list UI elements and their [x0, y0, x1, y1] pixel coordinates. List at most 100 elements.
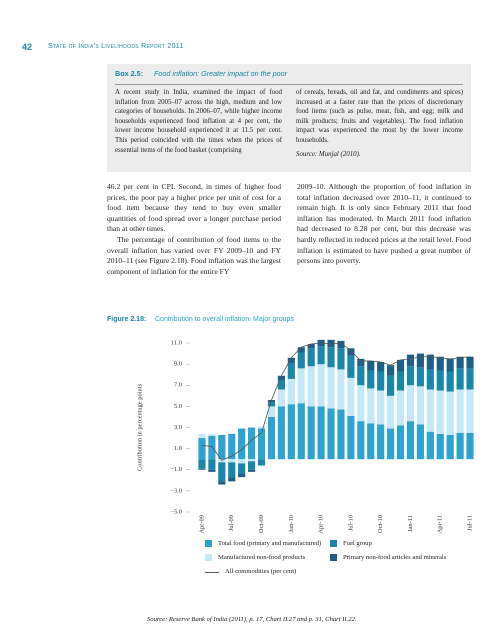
y-tick-label: 9.0 [174, 361, 182, 368]
bar-segment [466, 368, 474, 390]
paragraph: 46.2 per cent in CPI. Second, in times o… [107, 182, 281, 234]
bar-segment [436, 356, 444, 371]
bar-segment [307, 366, 315, 407]
bar-segment [406, 354, 415, 367]
bar-segment [387, 375, 395, 396]
bar-segment [218, 481, 226, 485]
bar-segment [426, 369, 434, 390]
bar-segment [307, 406, 315, 460]
bar-segment [337, 340, 345, 349]
bar-segment [387, 365, 395, 376]
paragraph: The percentage of contribution of food i… [107, 234, 281, 276]
bar-segment [377, 390, 385, 425]
bar-segment [248, 469, 256, 472]
bar-segment [287, 357, 295, 364]
bar-segment [337, 348, 345, 370]
box-rule [115, 84, 463, 85]
y-tick-label: 3.0 [174, 424, 182, 431]
bar-segment [208, 459, 216, 470]
y-tick-label: 7.0 [174, 382, 182, 389]
bar-segment [327, 347, 335, 368]
bar-segment [297, 368, 305, 404]
legend-label: Total food (primary and manufactured) [218, 540, 322, 547]
legend-item: Total food (primary and manufactured) [205, 540, 325, 548]
x-tick-label: Jan-11 [407, 515, 414, 532]
legend-swatch [330, 540, 337, 547]
bar-segment [446, 434, 454, 460]
bar-segment [208, 469, 216, 472]
bar-segment [436, 390, 444, 434]
bar-segment [357, 421, 365, 460]
bar-segment [198, 468, 206, 470]
bar-segment [208, 433, 216, 436]
legend-item: All commodities (per cent) [205, 568, 325, 576]
bar-segment [367, 388, 375, 424]
left-column: 46.2 per cent in CPI. Second, in times o… [107, 182, 281, 277]
bar-segment [426, 431, 434, 460]
bar-segment [327, 408, 335, 460]
box: Box 2.5: Food inflation: Greater impact … [107, 64, 471, 172]
bar-segment [357, 366, 365, 386]
bar-segment [218, 459, 226, 463]
bar-segment [347, 348, 355, 356]
bar-segment [337, 409, 345, 460]
figure-source: Source: Reserve Bank of India (2011), p.… [147, 616, 357, 623]
y-tick-label: −3.0 [170, 487, 182, 494]
x-tick-label: Jul-11 [467, 515, 474, 531]
bar-segment [347, 377, 355, 416]
x-tick-label: Jan-10 [288, 515, 295, 532]
bar-segment [387, 395, 395, 429]
bar-segment [198, 438, 206, 460]
bar-segment [377, 424, 385, 460]
bar-segment [436, 433, 444, 460]
bar-segment [337, 369, 345, 410]
legend-label: Manufactured non-food products [218, 554, 306, 561]
bar-segment [347, 355, 355, 378]
bar-segment [228, 459, 236, 463]
bar-segment [456, 368, 464, 390]
legend-item: Manufactured non-food products [205, 554, 325, 562]
bar-segment [367, 370, 375, 389]
bar-segment [357, 385, 365, 422]
bar-segment [228, 433, 236, 460]
x-tick-label: Jul-09 [228, 515, 235, 531]
bar-segment [267, 406, 276, 417]
bar-segment [357, 358, 365, 367]
bar-segment [327, 367, 335, 409]
x-tick-label: Apr-11 [437, 515, 444, 533]
legend-label: Fuel group [343, 540, 372, 547]
bar-segment [218, 434, 226, 460]
bar-segment [218, 462, 226, 482]
bar-segment [248, 461, 256, 470]
bar-segment [396, 390, 405, 426]
bar-segment [426, 354, 434, 370]
bar-segment [327, 339, 335, 348]
bar-segment [317, 364, 325, 407]
box-title: Food inflation: Greater impact on the po… [154, 69, 288, 78]
bar-segment [257, 426, 266, 429]
bar-segment [406, 385, 415, 422]
bar-segment [416, 367, 424, 387]
y-tick-label: 11.0 [171, 339, 182, 346]
bar-segment [238, 459, 246, 464]
box-left-text: A recent study in India, examined the im… [115, 89, 282, 154]
bar-segment [446, 391, 454, 435]
x-tick-label: Oct-09 [258, 515, 265, 533]
bar-segment [367, 423, 375, 460]
bar-segment [396, 359, 405, 372]
y-tick-label: 1.0 [174, 445, 182, 452]
bar-segment [307, 344, 315, 349]
bar-segment [297, 403, 305, 460]
bar-segment [317, 346, 325, 365]
bar-segment [238, 473, 246, 478]
bar-segment [267, 402, 276, 407]
bar-segment [377, 371, 385, 391]
x-tick-label: Apr-10 [318, 515, 325, 534]
y-tick-label: −5.0 [170, 508, 182, 515]
bar-segment [198, 433, 206, 439]
y-tick-label: −1.0 [170, 466, 182, 473]
bar-segment [396, 425, 405, 460]
bar-segment [406, 366, 415, 386]
box-right-paragraph: of cereals, breads, oil and fat, and con… [296, 89, 463, 144]
